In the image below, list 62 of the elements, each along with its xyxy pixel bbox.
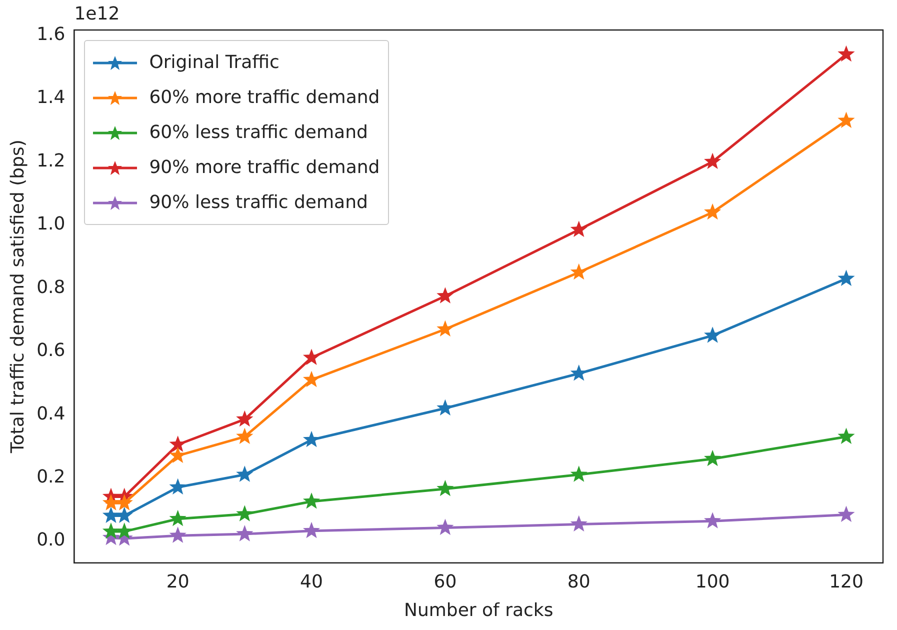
legend-label: Original Traffic [149, 52, 280, 73]
y-tick-label: 0.2 [36, 466, 66, 488]
point [704, 450, 722, 466]
point [838, 45, 855, 62]
y-tick-label: 1.0 [36, 214, 66, 235]
y-tick-label: 1.4 [36, 87, 66, 108]
x-tick-label: 120 [829, 571, 864, 592]
point [436, 320, 454, 337]
point [302, 370, 320, 388]
point [169, 436, 186, 452]
legend-label: 90% more traffic demand [149, 157, 380, 178]
legend-label: 90% less traffic demand [149, 192, 368, 213]
legend-label: 60% less traffic demand [149, 122, 368, 143]
point [838, 112, 855, 128]
point [302, 492, 320, 509]
y-tick-label: 0.6 [36, 340, 66, 362]
point [102, 522, 120, 539]
point [169, 526, 186, 543]
point [302, 348, 320, 365]
y-axis-title: Total traffic demand satisfied (bps) [7, 140, 28, 454]
point [838, 428, 855, 444]
y-tick-label: 0.0 [36, 530, 66, 551]
point [116, 506, 133, 523]
point [102, 494, 120, 510]
x-tick-label: 40 [300, 571, 323, 592]
point [236, 525, 254, 542]
point [704, 152, 722, 170]
point [570, 220, 588, 237]
y-tick-label: 0.8 [36, 276, 66, 298]
point [570, 263, 588, 280]
point [169, 478, 186, 495]
point [704, 512, 722, 528]
point [704, 203, 722, 220]
point [570, 466, 588, 482]
point [236, 428, 254, 444]
point [116, 494, 133, 510]
point [116, 522, 133, 539]
point [302, 522, 320, 538]
point [169, 446, 186, 463]
text: 1e12 [74, 4, 120, 25]
point [169, 510, 186, 526]
y-tick-label: 1.2 [36, 150, 66, 172]
point [436, 287, 454, 304]
point [102, 506, 120, 523]
point [236, 410, 254, 427]
point [838, 270, 855, 286]
point [436, 518, 454, 536]
point [236, 505, 254, 522]
point [436, 399, 454, 416]
point [236, 466, 254, 482]
legend-label: 60% more traffic demand [149, 87, 380, 108]
y-tick-label: 0.4 [36, 403, 66, 424]
point [704, 326, 722, 343]
y-tick-label: 1.6 [36, 24, 66, 46]
point [570, 515, 588, 532]
x-tick-label: 80 [567, 571, 590, 592]
point [436, 480, 454, 496]
x-axis-title: Number of racks [404, 600, 554, 621]
x-tick-label: 100 [695, 571, 730, 592]
x-tick-label: 20 [166, 571, 190, 592]
point [838, 506, 855, 522]
x-tick-label: 60 [434, 571, 457, 592]
